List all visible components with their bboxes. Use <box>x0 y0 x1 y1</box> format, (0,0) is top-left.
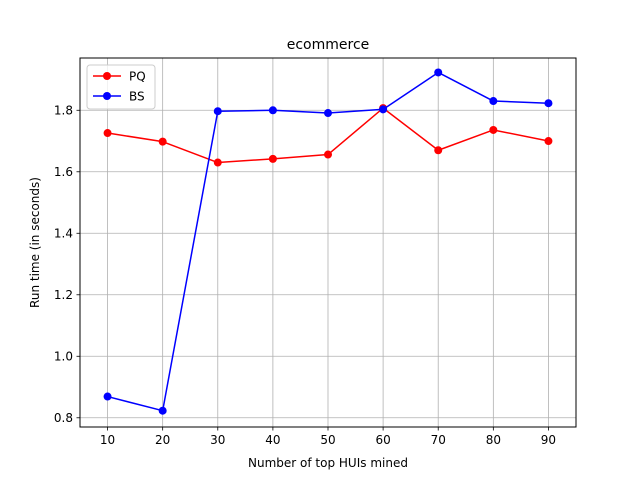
y-tick-label: 0.8 <box>54 411 73 425</box>
data-point-pq <box>489 125 498 134</box>
legend-item-bs: BS <box>93 90 145 104</box>
data-point-bs <box>324 109 332 118</box>
legend-marker <box>103 72 111 80</box>
y-tick-label: 1.8 <box>54 103 73 117</box>
data-point-bs <box>268 106 277 115</box>
x-tick-label: 60 <box>375 433 390 447</box>
axis-ticks: 10 20 30 40 50 60 70 80 90 0.8 1.0 1.2 1.4 1.6 1.8 <box>54 103 556 447</box>
y-tick-label: 1.2 <box>54 288 73 302</box>
data-point-bs <box>434 68 443 77</box>
data-point-bs <box>158 406 167 415</box>
x-tick-label: 10 <box>100 433 115 447</box>
data-point-pq <box>213 158 222 167</box>
legend-item-pq: PQ <box>93 70 146 84</box>
data-point-bs <box>544 99 553 108</box>
data-point-pq <box>434 146 443 155</box>
x-tick-label: 40 <box>265 433 280 447</box>
series-group <box>103 68 553 415</box>
y-tick-label: 1.0 <box>54 349 73 363</box>
data-point-pq <box>268 154 277 163</box>
y-axis-label: Run time (in seconds) <box>28 177 42 308</box>
x-tick-label: 80 <box>486 433 501 447</box>
legend-marker <box>103 92 111 100</box>
data-point-pq <box>324 150 332 159</box>
x-axis-label: Number of top HUIs mined <box>248 456 408 470</box>
data-point-bs <box>489 97 498 106</box>
data-point-bs <box>103 392 112 401</box>
data-point-pq <box>544 137 553 146</box>
x-tick-label: 30 <box>210 433 225 447</box>
legend-label: PQ <box>129 70 146 84</box>
x-tick-label: 70 <box>431 433 446 447</box>
y-tick-label: 1.4 <box>54 226 73 240</box>
chart-title: ecommerce <box>287 37 370 53</box>
legend-label: BS <box>129 90 145 104</box>
x-tick-label: 50 <box>320 433 335 447</box>
series-bs <box>103 68 553 415</box>
x-tick-label: 20 <box>155 433 170 447</box>
data-point-pq <box>103 129 112 138</box>
legend: PQ BS <box>86 64 156 110</box>
x-tick-label: 90 <box>541 433 556 447</box>
y-tick-label: 1.6 <box>54 165 73 179</box>
data-point-pq <box>158 137 167 146</box>
data-point-bs <box>213 107 222 116</box>
data-point-bs <box>379 105 388 114</box>
